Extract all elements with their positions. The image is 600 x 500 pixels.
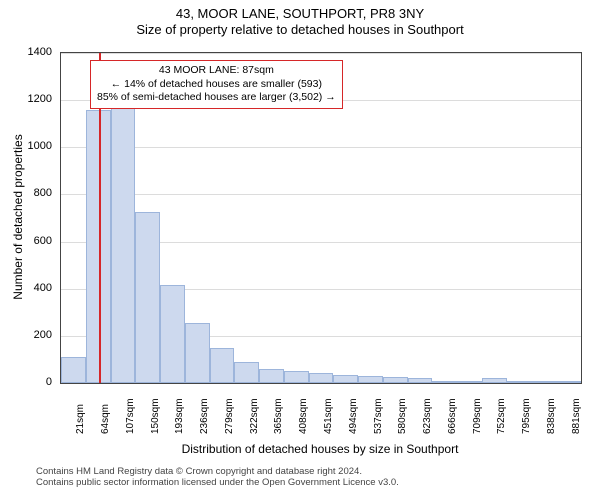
- y-tick-label: 1000: [0, 140, 52, 152]
- license-line-2: Contains public sector information licen…: [36, 477, 399, 488]
- y-tick-label: 0: [0, 376, 52, 388]
- histogram-bar: [457, 381, 482, 383]
- y-tick-label: 1200: [0, 93, 52, 105]
- info-line-1: 43 MOOR LANE: 87sqm: [97, 64, 336, 78]
- x-tick-label: 709sqm: [472, 398, 483, 434]
- histogram-bar: [86, 110, 111, 383]
- histogram-bar: [556, 381, 581, 383]
- x-tick-label: 752sqm: [496, 398, 507, 434]
- info-line-3: 85% of semi-detached houses are larger (…: [97, 91, 336, 105]
- x-tick-label: 537sqm: [373, 398, 384, 434]
- histogram-bar: [333, 375, 358, 383]
- histogram-bar: [309, 373, 334, 383]
- histogram-bar: [284, 371, 309, 383]
- histogram-bar: [507, 381, 532, 383]
- x-tick-label: 580sqm: [397, 398, 408, 434]
- histogram-bar: [358, 376, 383, 383]
- info-line-2: ← 14% of detached houses are smaller (59…: [97, 78, 336, 92]
- license-line-1: Contains HM Land Registry data © Crown c…: [36, 466, 399, 477]
- chart-subtitle: Size of property relative to detached ho…: [0, 22, 600, 38]
- x-tick-label: 193sqm: [174, 398, 185, 434]
- chart-container: { "header": { "address": "43, MOOR LANE,…: [0, 0, 600, 500]
- y-tick-label: 800: [0, 187, 52, 199]
- x-tick-label: 279sqm: [224, 398, 235, 434]
- histogram-bar: [111, 104, 136, 383]
- histogram-bar: [531, 381, 556, 383]
- histogram-bar: [160, 285, 185, 383]
- histogram-bar: [234, 362, 259, 383]
- gridline: [61, 53, 581, 54]
- histogram-bar: [383, 377, 408, 383]
- info-box: 43 MOOR LANE: 87sqm ← 14% of detached ho…: [90, 60, 343, 109]
- histogram-bar: [408, 378, 433, 383]
- histogram-bar: [259, 369, 284, 383]
- x-axis-label: Distribution of detached houses by size …: [182, 442, 459, 456]
- histogram-bar: [210, 348, 235, 383]
- histogram-bar: [432, 381, 457, 383]
- x-tick-label: 322sqm: [249, 398, 260, 434]
- x-tick-label: 107sqm: [125, 398, 136, 434]
- x-tick-label: 236sqm: [199, 398, 210, 434]
- histogram-bar: [61, 357, 86, 383]
- x-tick-label: 666sqm: [447, 398, 458, 434]
- x-tick-label: 150sqm: [150, 398, 161, 434]
- y-tick-label: 1400: [0, 46, 52, 58]
- y-tick-label: 600: [0, 235, 52, 247]
- histogram-bar: [135, 212, 160, 383]
- histogram-bar: [185, 323, 210, 383]
- chart-address: 43, MOOR LANE, SOUTHPORT, PR8 3NY: [0, 6, 600, 22]
- x-tick-label: 881sqm: [571, 398, 582, 434]
- x-tick-label: 408sqm: [298, 398, 309, 434]
- y-ticks: 0200400600800100012001400: [0, 52, 56, 382]
- y-tick-label: 200: [0, 329, 52, 341]
- x-tick-label: 795sqm: [521, 398, 532, 434]
- x-tick-label: 21sqm: [75, 404, 86, 434]
- x-tick-label: 494sqm: [348, 398, 359, 434]
- x-tick-label: 451sqm: [323, 398, 334, 434]
- histogram-bar: [482, 378, 507, 383]
- y-tick-label: 400: [0, 282, 52, 294]
- gridline: [61, 147, 581, 148]
- gridline: [61, 194, 581, 195]
- license-text: Contains HM Land Registry data © Crown c…: [36, 466, 399, 488]
- x-tick-label: 838sqm: [546, 398, 557, 434]
- x-tick-label: 365sqm: [273, 398, 284, 434]
- x-tick-label: 623sqm: [422, 398, 433, 434]
- x-tick-label: 64sqm: [100, 404, 111, 434]
- x-ticks: 21sqm 64sqm 107sqm 150sqm 193sqm 236sqm 279sqm…: [60, 388, 580, 443]
